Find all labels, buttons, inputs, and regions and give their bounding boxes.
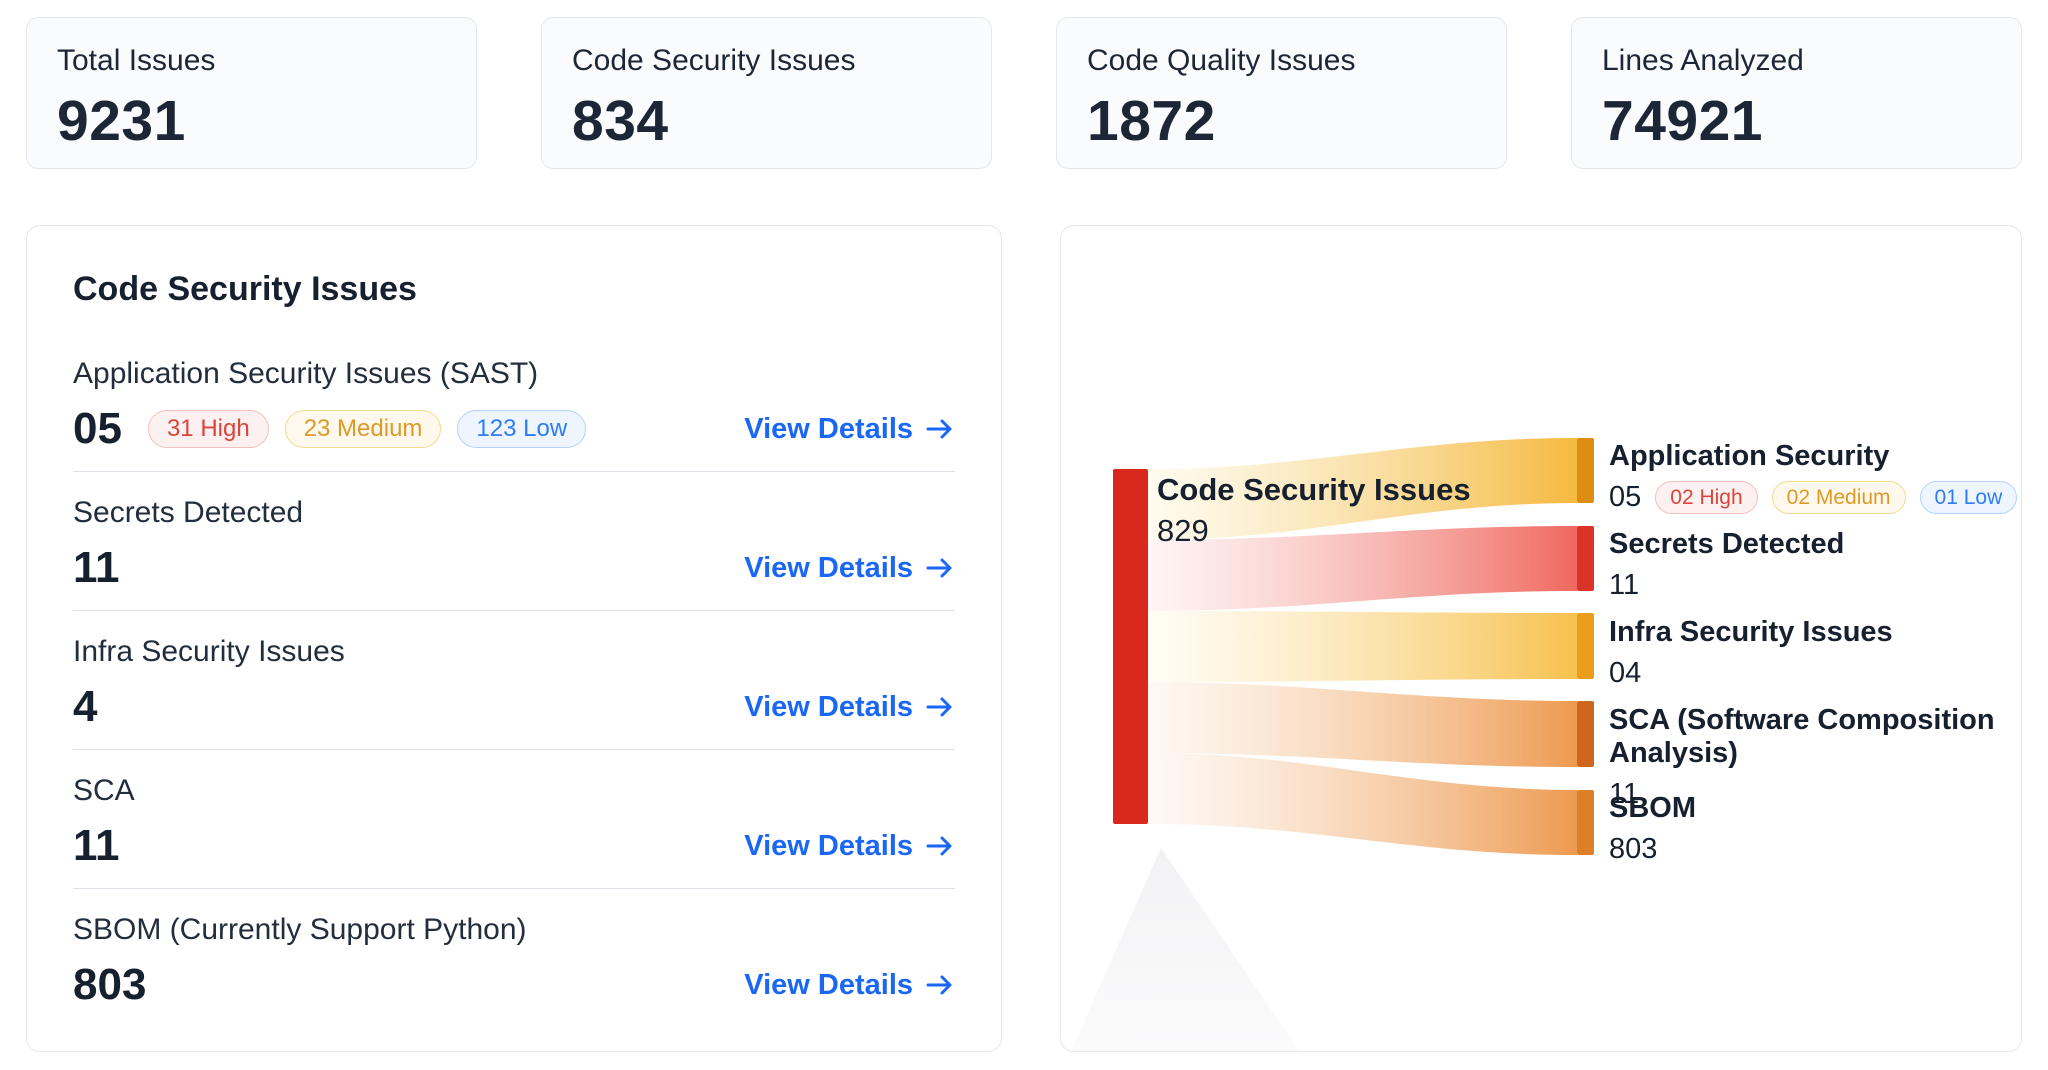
badge-low: 123 Low xyxy=(457,410,587,448)
node-value-row: 04 xyxy=(1609,657,1893,690)
badge-high: 02 High xyxy=(1655,481,1758,514)
section-row: 4 View Details xyxy=(73,681,955,733)
code-security-issues-panel: Code Security Issues Application Securit… xyxy=(26,225,1002,1052)
section-value: 803 xyxy=(73,960,147,1009)
node-title: Secrets Detected xyxy=(1609,528,1845,560)
divider xyxy=(73,888,955,889)
section-row: 803 View Details xyxy=(73,959,955,1011)
badge-medium: 02 Medium xyxy=(1771,481,1906,514)
flow-sbom xyxy=(1148,753,1577,855)
badge-high: 31 High xyxy=(147,410,269,448)
divider xyxy=(73,749,955,750)
panel-title: Code Security Issues xyxy=(73,270,417,308)
stat-card-lines-analyzed: Lines Analyzed 74921 xyxy=(1571,17,2022,169)
source-node-bar xyxy=(1113,469,1148,824)
node-bar-sca xyxy=(1577,701,1594,767)
section-value: 4 xyxy=(73,682,98,731)
stat-card-code-quality-issues: Code Quality Issues 1872 xyxy=(1056,17,1507,169)
view-details-link-sca[interactable]: View Details xyxy=(744,830,955,863)
sankey-node-infra-security: Infra Security Issues 04 xyxy=(1609,616,1893,690)
stat-label: Code Security Issues xyxy=(572,44,856,77)
node-bar-application-security xyxy=(1577,438,1594,503)
section-row: 11 View Details xyxy=(73,542,955,594)
stat-card-total-issues: Total Issues 9231 xyxy=(26,17,477,169)
section-sast: Application Security Issues (SAST) 05 31… xyxy=(73,357,955,472)
stat-value: 1872 xyxy=(1087,89,1216,153)
panels-row: Code Security Issues Application Securit… xyxy=(26,225,2022,1052)
node-value: 803 xyxy=(1609,833,1658,865)
badge-medium: 23 Medium xyxy=(284,410,442,448)
node-title: Infra Security Issues xyxy=(1609,616,1893,648)
sankey-node-application-security: Application Security 05 02 High 02 Mediu… xyxy=(1609,440,2018,514)
flow-infra-security xyxy=(1148,611,1577,682)
node-value-row: 11 xyxy=(1609,778,2021,811)
node-value-row: 11 xyxy=(1609,569,1844,602)
section-value: 11 xyxy=(73,821,120,870)
sankey-node-sbom: SBOM 803 xyxy=(1609,792,1696,866)
divider xyxy=(73,471,955,472)
view-details-link-secrets[interactable]: View Details xyxy=(744,552,955,585)
node-bar-sbom xyxy=(1577,790,1594,855)
view-details-label: View Details xyxy=(744,551,913,584)
sankey-node-secrets-detected: Secrets Detected 11 xyxy=(1609,528,1844,602)
flow-sca xyxy=(1148,682,1577,767)
flow-secrets-detected xyxy=(1148,526,1577,611)
stat-value: 9231 xyxy=(57,89,186,153)
node-value: 11 xyxy=(1609,569,1640,601)
view-details-label: View Details xyxy=(744,829,913,862)
arrow-right-icon xyxy=(926,697,952,717)
sankey-source-value: 829 xyxy=(1157,513,1209,548)
badge-low: 01 Low xyxy=(1919,481,2018,514)
sankey-node-sca: SCA (Software Composition Analysis) 11 xyxy=(1609,704,2021,811)
node-bar-secrets-detected xyxy=(1577,526,1594,591)
section-label: Secrets Detected xyxy=(73,496,304,529)
node-value: 04 xyxy=(1609,657,1642,689)
sankey-source-label: Code Security Issues xyxy=(1157,472,1471,507)
node-value-row: 803 xyxy=(1609,833,1696,866)
watermark-triangle xyxy=(1071,848,1299,1051)
section-sca: SCA 11 View Details xyxy=(73,774,955,889)
stats-row: Total Issues 9231 Code Security Issues 8… xyxy=(26,17,2022,169)
arrow-right-icon xyxy=(926,975,952,995)
view-details-label: View Details xyxy=(744,412,913,445)
node-value: 11 xyxy=(1609,778,1640,810)
view-details-link-infra[interactable]: View Details xyxy=(744,691,955,724)
stat-card-code-security-issues: Code Security Issues 834 xyxy=(541,17,992,169)
section-label: SBOM (Currently Support Python) xyxy=(73,913,527,946)
section-sbom: SBOM (Currently Support Python) 803 View… xyxy=(73,913,955,1011)
stat-value: 834 xyxy=(572,89,669,153)
arrow-right-icon xyxy=(926,419,952,439)
view-details-label: View Details xyxy=(744,968,913,1001)
sankey-chart xyxy=(1071,438,1594,1051)
view-details-link-sast[interactable]: View Details xyxy=(744,413,955,446)
section-value: 05 xyxy=(73,404,122,453)
view-details-label: View Details xyxy=(744,690,913,723)
stat-label: Lines Analyzed xyxy=(1602,44,1804,77)
section-label: SCA xyxy=(73,774,135,807)
severity-badges: 31 High 23 Medium 123 Low xyxy=(147,410,587,448)
sankey-panel: Code Security Issues 829 Application Sec… xyxy=(1060,225,2022,1052)
arrow-right-icon xyxy=(926,836,952,856)
section-label: Infra Security Issues xyxy=(73,635,345,668)
stat-label: Code Quality Issues xyxy=(1087,44,1356,77)
section-label: Application Security Issues (SAST) xyxy=(73,357,539,390)
flow-application-security xyxy=(1148,438,1577,540)
view-details-link-sbom[interactable]: View Details xyxy=(744,969,955,1002)
stat-value: 74921 xyxy=(1602,89,1764,153)
section-row: 11 View Details xyxy=(73,820,955,872)
section-secrets-detected: Secrets Detected 11 View Details xyxy=(73,496,955,611)
node-title: Application Security xyxy=(1609,440,1890,472)
node-value-row: 05 02 High 02 Medium 01 Low xyxy=(1609,481,2018,514)
node-value: 05 xyxy=(1609,481,1642,513)
section-row: 05 31 High 23 Medium 123 Low View Detail… xyxy=(73,403,955,455)
stat-label: Total Issues xyxy=(57,44,216,77)
node-title: SBOM xyxy=(1609,792,1696,824)
divider xyxy=(73,610,955,611)
arrow-right-icon xyxy=(926,558,952,578)
section-value: 11 xyxy=(73,543,120,592)
node-bar-infra-security xyxy=(1577,613,1594,679)
section-infra-security: Infra Security Issues 4 View Details xyxy=(73,635,955,750)
node-title: SCA (Software Composition Analysis) xyxy=(1609,704,1995,769)
